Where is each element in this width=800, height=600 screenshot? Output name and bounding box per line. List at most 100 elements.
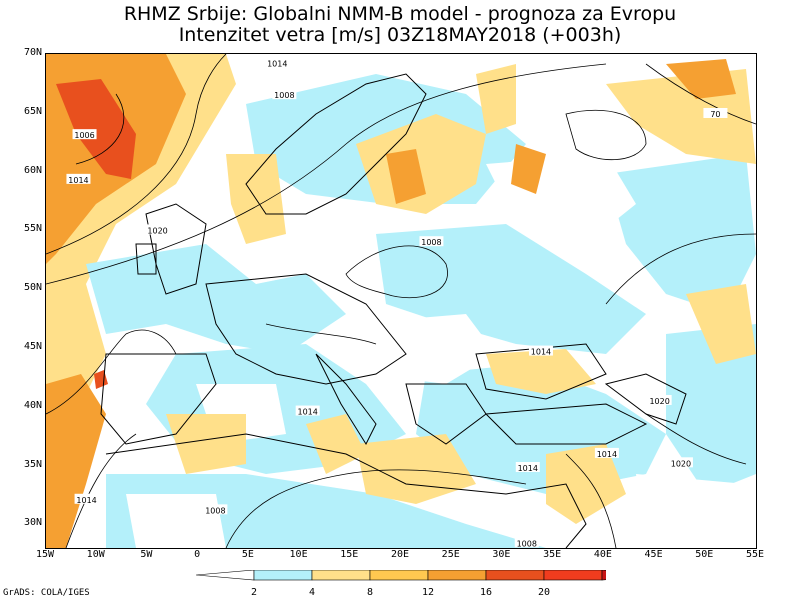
legend-label: 12 — [421, 587, 435, 598]
isobar-2 — [75, 93, 125, 165]
isobar-label: 1020 — [147, 226, 167, 235]
legend-swatch — [311, 570, 371, 581]
wind-zone-iceland-max — [56, 79, 136, 179]
isobar-label: 1008 — [205, 506, 225, 515]
isobar-label-bg — [66, 173, 91, 184]
lon-tick-label: 25E — [441, 549, 460, 560]
isobar-label-bg — [265, 57, 290, 68]
isobar-label-bg — [419, 236, 444, 247]
legend-swatch — [485, 570, 545, 581]
lon-tick-label: 0 — [194, 549, 201, 560]
lat-tick-label: 45N — [23, 341, 42, 353]
isobar-7 — [225, 469, 527, 548]
legend-swatch — [543, 570, 603, 581]
wind-zone-baltic — [356, 114, 486, 214]
isobar-label: 70 — [710, 110, 720, 119]
coastline-central-europe — [205, 273, 407, 385]
wind-zone-calm-1 — [346, 314, 496, 384]
legend-swatch — [427, 570, 487, 581]
isobar-label: 1008 — [274, 91, 294, 100]
lon-tick-label: 30E — [492, 549, 511, 560]
isobar-9 — [645, 413, 747, 465]
wind-zone-cyan-7 — [606, 154, 756, 314]
coastline-turkey — [484, 403, 648, 445]
isobar-label: 1020 — [671, 459, 691, 468]
wind-zone-levant — [546, 444, 626, 524]
lat-tick-label: 60N — [23, 164, 42, 176]
wind-zone-baltic-strong — [386, 149, 426, 204]
lat-tick-label: 30N — [23, 517, 42, 529]
coastline-scandinavia — [245, 73, 427, 215]
isobar-label: 1020 — [649, 397, 669, 406]
legend-label: 20 — [537, 587, 551, 598]
lon-tick-label: 55E — [745, 549, 765, 560]
legend-swatch — [369, 570, 429, 581]
coastline-iberia — [100, 353, 217, 445]
isobar-label: 1014 — [298, 408, 318, 417]
isobar-10 — [605, 233, 756, 305]
coastline-layer — [100, 73, 687, 548]
isobar-label-bg — [668, 457, 693, 468]
wind-fill-layer — [46, 54, 756, 548]
isobar-label: 1008 — [421, 238, 441, 247]
lat-tick-label: 65N — [23, 105, 42, 117]
legend-boxes — [196, 570, 606, 581]
isobar-label-bg — [145, 224, 170, 235]
isobar-5 — [46, 329, 177, 415]
coastline-italy — [315, 353, 377, 446]
lon-tick-label: 40E — [593, 549, 612, 560]
map-subtitle: Intenzitet vetra [m/s] 03Z18MAY2018 (+00… — [178, 24, 622, 46]
legend-label: 2 — [250, 587, 258, 598]
lon-tick-label: 45E — [644, 549, 663, 560]
lat-tick-label: 40N — [23, 399, 42, 411]
isobar-label: 1014 — [531, 348, 551, 357]
isobar-low-finland — [565, 109, 647, 161]
coastline-ireland — [135, 243, 157, 275]
isobar-11 — [265, 323, 377, 345]
isobar-3 — [46, 63, 607, 285]
isobar-label-bg — [703, 107, 728, 118]
color-legend — [196, 570, 606, 581]
wind-zone-ionian-libya — [356, 434, 476, 504]
isobar-label: 1014 — [68, 176, 88, 185]
isobar-label: 1014 — [267, 59, 287, 68]
wind-zone-calm-5 — [126, 494, 226, 548]
wind-zone-cyan-1 — [86, 244, 346, 354]
legend-arrow-high — [601, 570, 606, 581]
legend-label: 16 — [479, 587, 493, 598]
coastline-north-africa — [105, 433, 587, 548]
lon-tick-label: 5E — [241, 549, 254, 560]
wind-zone-caspian — [686, 284, 756, 364]
isobar-label-bg — [203, 504, 228, 515]
isobar-label-bg — [515, 462, 540, 473]
wind-zone-tyrrhenian — [306, 414, 366, 474]
isobar-label-bg — [72, 129, 97, 140]
legend-label: 4 — [308, 587, 316, 598]
isobar-4 — [645, 63, 756, 125]
lat-tick-label: 70N — [23, 47, 42, 58]
wind-zone-algeria — [166, 414, 246, 474]
isobar-label: 1014 — [518, 464, 538, 473]
lon-tick-label: 35E — [543, 549, 562, 560]
isobar-6 — [65, 433, 137, 548]
isobar-label-bg — [528, 345, 553, 356]
lat-tick-label: 50N — [23, 282, 42, 294]
legend-arrow-low — [196, 570, 255, 581]
isobar-label-bg — [514, 537, 539, 548]
wind-zone-barents-strong — [666, 59, 736, 99]
isobar-label-bg — [594, 447, 619, 458]
wind-zone-finland — [476, 64, 516, 134]
map-canvas: 1014 1008 1006 1014 1020 1008 1014 1014 1008 1014… — [46, 54, 756, 548]
isobar-label-bg — [272, 89, 297, 100]
wind-zone-black-sea — [486, 349, 596, 394]
coastline-black-sea — [475, 343, 607, 400]
lon-tick-label: 10E — [289, 549, 308, 560]
isobar-1 — [46, 54, 227, 255]
lat-tick-label: 35N — [23, 458, 42, 470]
isobar-8 — [565, 453, 617, 548]
lon-tick-label: 5W — [140, 549, 153, 560]
isobar-label-bg — [647, 394, 672, 405]
coastline-caspian — [604, 373, 687, 425]
map-title: RHMZ Srbije: Globalni NMM-B model - prog… — [123, 3, 677, 25]
coastline-balkans — [405, 383, 487, 445]
